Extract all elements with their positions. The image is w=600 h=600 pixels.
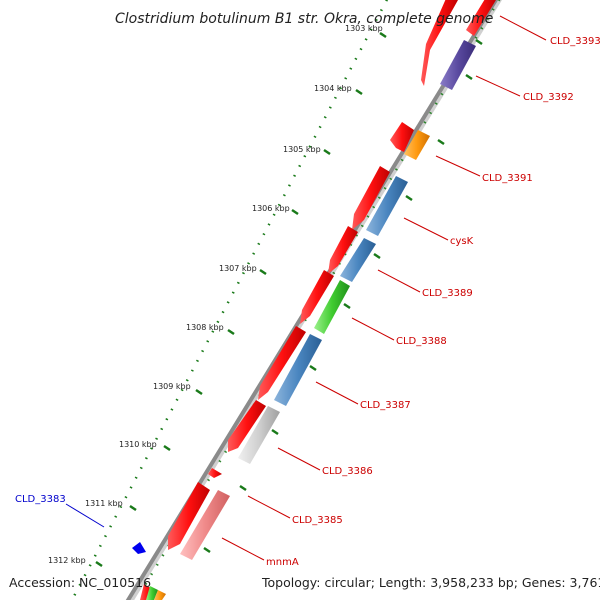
gene-mnma-feature[interactable] bbox=[180, 490, 230, 560]
gene-cld-3386-feature[interactable] bbox=[238, 406, 280, 464]
gene-cld-3387-feature[interactable] bbox=[274, 334, 322, 406]
gene-cld-3388-feature[interactable] bbox=[314, 280, 350, 334]
gene-label-cld-3386[interactable]: CLD_3386 bbox=[322, 466, 373, 477]
accession-text: Accession: NC_010516 bbox=[9, 575, 151, 590]
cds-feature[interactable] bbox=[328, 226, 358, 274]
gene-label-mnma[interactable]: mnmA bbox=[266, 557, 299, 568]
tick-label-1303: 1303 kbp bbox=[345, 24, 383, 33]
tick-label-1312: 1312 kbp bbox=[48, 556, 86, 565]
gene-label-cld-3393[interactable]: CLD_3393 bbox=[550, 36, 600, 47]
gene-cld-3383-feature[interactable] bbox=[132, 542, 146, 554]
cds-feature[interactable] bbox=[228, 400, 266, 452]
tick-label-1304: 1304 kbp bbox=[314, 84, 352, 93]
tick-label-1311: 1311 kbp bbox=[85, 499, 123, 508]
gene-label-cld-3391[interactable]: CLD_3391 bbox=[482, 173, 533, 184]
kbp-ruler-ticks bbox=[95, 31, 387, 568]
map-title: Clostridium botulinum B1 str. Okra, comp… bbox=[115, 11, 493, 27]
tick-label-1310: 1310 kbp bbox=[119, 440, 157, 449]
gene-label-cld-3392[interactable]: CLD_3392 bbox=[523, 92, 574, 103]
gene-cld-3392-feature[interactable] bbox=[440, 40, 476, 90]
inner-ruler-ticks bbox=[203, 38, 483, 554]
topology-text: Topology: circular; Length: 3,958,233 bp… bbox=[261, 575, 600, 590]
cds-track bbox=[140, 0, 458, 600]
leader-lines bbox=[65, 15, 547, 561]
gene-cld-3389-feature[interactable] bbox=[340, 238, 376, 282]
cds-feature[interactable] bbox=[258, 326, 306, 400]
cds-feature[interactable] bbox=[208, 468, 222, 478]
tick-label-1307: 1307 kbp bbox=[219, 264, 257, 273]
bottom-orange-feature[interactable] bbox=[154, 590, 166, 600]
tick-label-1306: 1306 kbp bbox=[252, 204, 290, 213]
cds-feature[interactable] bbox=[352, 166, 390, 230]
gene-label-cld-3388[interactable]: CLD_3388 bbox=[396, 336, 447, 347]
gene-label-cld-3389[interactable]: CLD_3389 bbox=[422, 288, 473, 299]
gene-label-cld-3383[interactable]: CLD_3383 bbox=[15, 494, 66, 505]
cds-feature[interactable] bbox=[300, 270, 334, 324]
tick-label-1309: 1309 kbp bbox=[153, 382, 191, 391]
cds-feature[interactable] bbox=[421, 0, 458, 86]
gene-label-cysk[interactable]: cysK bbox=[450, 236, 474, 247]
tick-label-1308: 1308 kbp bbox=[186, 323, 224, 332]
gene-cld-3391-feature[interactable] bbox=[404, 130, 430, 160]
gene-label-cld-3387[interactable]: CLD_3387 bbox=[360, 400, 411, 411]
cds-feature[interactable] bbox=[168, 482, 210, 550]
gene-cyck-feature[interactable] bbox=[366, 176, 408, 236]
feature-track bbox=[132, 0, 496, 600]
gene-label-cld-3385[interactable]: CLD_3385 bbox=[292, 515, 343, 526]
bottom-green-feature[interactable] bbox=[146, 586, 158, 600]
tick-label-1305: 1305 kbp bbox=[283, 145, 321, 154]
cds-feature[interactable] bbox=[390, 122, 414, 152]
gene-cld-3393-feature[interactable] bbox=[466, 0, 496, 36]
